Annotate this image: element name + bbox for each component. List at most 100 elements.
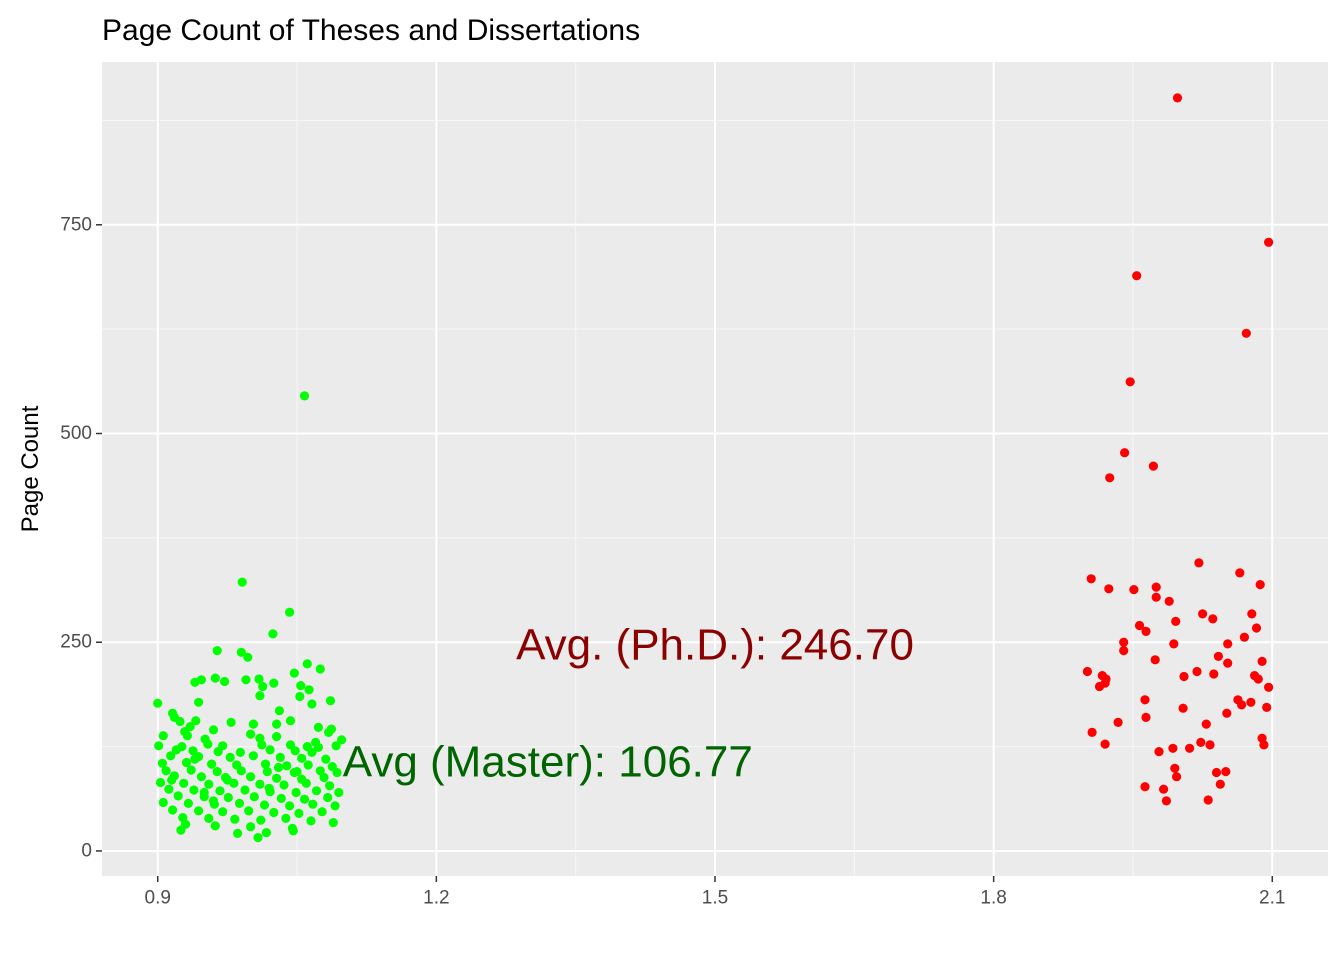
data-point-series-2: [1164, 596, 1174, 606]
data-point-series-1: [262, 767, 272, 777]
data-point-series-2: [1198, 609, 1208, 619]
data-point-series-1: [337, 735, 347, 745]
data-point-series-2: [1255, 580, 1265, 590]
data-point-series-1: [285, 607, 295, 617]
data-point-series-2: [1251, 623, 1262, 633]
data-point-series-1: [194, 806, 204, 816]
data-point-series-1: [272, 719, 282, 729]
data-point-series-1: [258, 681, 268, 692]
data-point-series-2: [1172, 93, 1183, 103]
data-point-series-1: [332, 767, 342, 778]
data-point-series-2: [1259, 740, 1269, 750]
data-point-series-1: [182, 731, 192, 741]
data-point-series-1: [248, 751, 258, 761]
data-point-series-1: [299, 391, 310, 401]
data-point-series-2: [1087, 727, 1097, 738]
data-point-series-1: [295, 691, 305, 702]
data-point-series-2: [1086, 574, 1096, 584]
data-point-series-2: [1237, 700, 1247, 710]
data-point-series-1: [291, 787, 301, 798]
data-point-series-1: [319, 772, 329, 783]
data-point-series-2: [1223, 658, 1233, 668]
data-point-series-1: [248, 719, 258, 729]
data-point-series-1: [161, 766, 171, 776]
data-point-series-2: [1205, 740, 1215, 750]
data-point-series-1: [203, 739, 213, 749]
data-point-series-1: [249, 792, 259, 802]
data-point-series-1: [324, 727, 334, 738]
data-point-series-2: [1141, 712, 1151, 723]
data-point-series-1: [179, 778, 189, 788]
data-point-series-2: [1192, 666, 1202, 677]
data-point-series-2: [1170, 763, 1180, 773]
data-point-series-2: [1119, 637, 1129, 647]
data-point-series-2: [1125, 377, 1135, 387]
data-point-series-1: [226, 717, 236, 728]
data-point-series-2: [1134, 620, 1145, 631]
data-point-series-2: [1215, 779, 1225, 789]
data-point-series-1: [189, 785, 199, 795]
data-point-series-1: [212, 767, 222, 777]
data-point-series-2: [1151, 582, 1161, 592]
data-point-series-1: [234, 798, 245, 809]
data-point-series-2: [1179, 671, 1189, 682]
data-point-series-2: [1262, 702, 1272, 713]
data-point-series-1: [237, 577, 247, 587]
data-point-series-1: [158, 797, 168, 808]
data-point-series-1: [212, 646, 222, 656]
data-point-series-2: [1223, 639, 1233, 649]
data-point-series-1: [299, 794, 310, 804]
y-tick-label: 250: [60, 632, 92, 653]
data-point-series-1: [246, 822, 256, 832]
data-point-series-1: [259, 800, 270, 810]
x-tick-label: 1.8: [980, 888, 1006, 909]
data-point-series-1: [302, 659, 312, 669]
x-tick-label: 1.5: [702, 888, 728, 909]
data-point-series-1: [290, 746, 300, 756]
data-point-series-2: [1140, 695, 1150, 705]
data-point-series-1: [188, 746, 198, 756]
y-tick-label: 500: [60, 423, 92, 444]
data-point-series-2: [1141, 626, 1151, 637]
data-point-series-1: [275, 752, 285, 763]
data-point-series-2: [1201, 719, 1211, 729]
data-point-series-1: [269, 678, 279, 688]
data-point-series-1: [288, 826, 298, 836]
data-point-series-1: [260, 759, 271, 769]
data-point-series-1: [307, 699, 317, 709]
data-point-series-2: [1209, 669, 1219, 679]
data-point-series-1: [215, 786, 225, 796]
data-point-series-1: [208, 796, 219, 806]
annotation-1: Avg. (Ph.D.): 246.70: [516, 620, 914, 669]
data-point-series-2: [1140, 782, 1150, 792]
data-point-series-1: [213, 747, 223, 757]
data-point-series-1: [273, 762, 284, 773]
data-point-series-1: [153, 698, 163, 708]
data-point-series-2: [1159, 784, 1169, 794]
data-point-series-1: [230, 814, 240, 824]
data-point-series-2: [1113, 717, 1123, 728]
data-point-series-1: [243, 652, 253, 662]
data-point-series-2: [1247, 609, 1257, 619]
data-point-series-2: [1169, 639, 1179, 649]
data-point-series-1: [304, 685, 314, 695]
data-point-series-1: [186, 765, 196, 775]
data-point-series-2: [1150, 655, 1160, 665]
data-point-series-2: [1178, 703, 1188, 713]
data-point-series-1: [240, 785, 250, 795]
data-point-series-1: [328, 818, 338, 828]
data-point-series-2: [1161, 796, 1171, 806]
data-point-series-2: [1196, 737, 1206, 748]
data-point-series-1: [276, 793, 286, 804]
data-point-series-1: [183, 798, 193, 809]
data-point-series-1: [191, 716, 201, 726]
data-point-series-2: [1235, 568, 1245, 578]
data-point-series-1: [171, 745, 181, 755]
data-point-series-2: [1221, 767, 1231, 777]
data-point-series-1: [325, 696, 336, 706]
data-point-series-1: [281, 813, 291, 824]
data-point-series-1: [315, 664, 325, 674]
data-point-series-2: [1100, 739, 1110, 749]
data-point-series-1: [264, 783, 274, 793]
